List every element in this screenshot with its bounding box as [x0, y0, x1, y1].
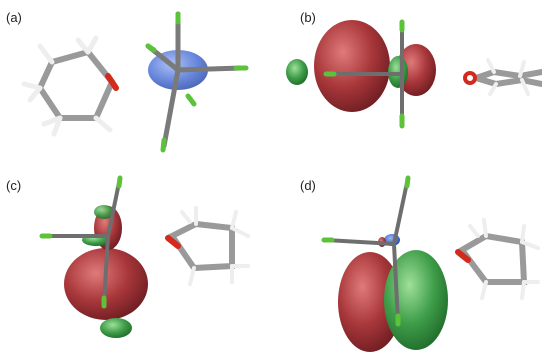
central-complex-a [148, 14, 246, 150]
panel-b-label: (b) [300, 10, 316, 25]
panel-d-label: (d) [300, 178, 316, 193]
panel-a: (a) [6, 10, 246, 150]
red-lobe-large-b [314, 20, 390, 112]
thf-hydrogens-d [470, 220, 538, 298]
thf-hydrogens-c [182, 208, 248, 284]
thf-ring-bonds-b [476, 72, 542, 84]
panel-d: (d) [300, 178, 538, 352]
thf-molecule-c [168, 208, 248, 284]
thf-molecule-a [24, 38, 116, 134]
green-lobe-left-b [286, 59, 308, 85]
panel-b: (b) [286, 10, 542, 126]
orbital-b [286, 20, 436, 112]
panel-c-label: (c) [6, 178, 21, 193]
panel-c: (c) [6, 178, 248, 338]
oxygen-atom-b [465, 73, 475, 83]
thf-ring-bonds-d [462, 236, 524, 282]
panel-a-label: (a) [6, 10, 22, 25]
green-lobe-bottom-c [100, 318, 132, 338]
thf-molecule-d [458, 220, 538, 298]
thf-molecule-b [465, 60, 542, 94]
